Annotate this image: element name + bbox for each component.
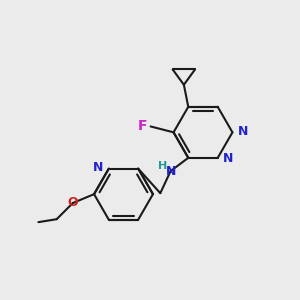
- Text: O: O: [68, 196, 78, 209]
- Text: N: N: [165, 165, 176, 178]
- Text: N: N: [223, 152, 233, 165]
- Text: F: F: [138, 119, 147, 134]
- Text: N: N: [93, 161, 104, 174]
- Text: H: H: [158, 161, 167, 171]
- Text: N: N: [238, 125, 248, 138]
